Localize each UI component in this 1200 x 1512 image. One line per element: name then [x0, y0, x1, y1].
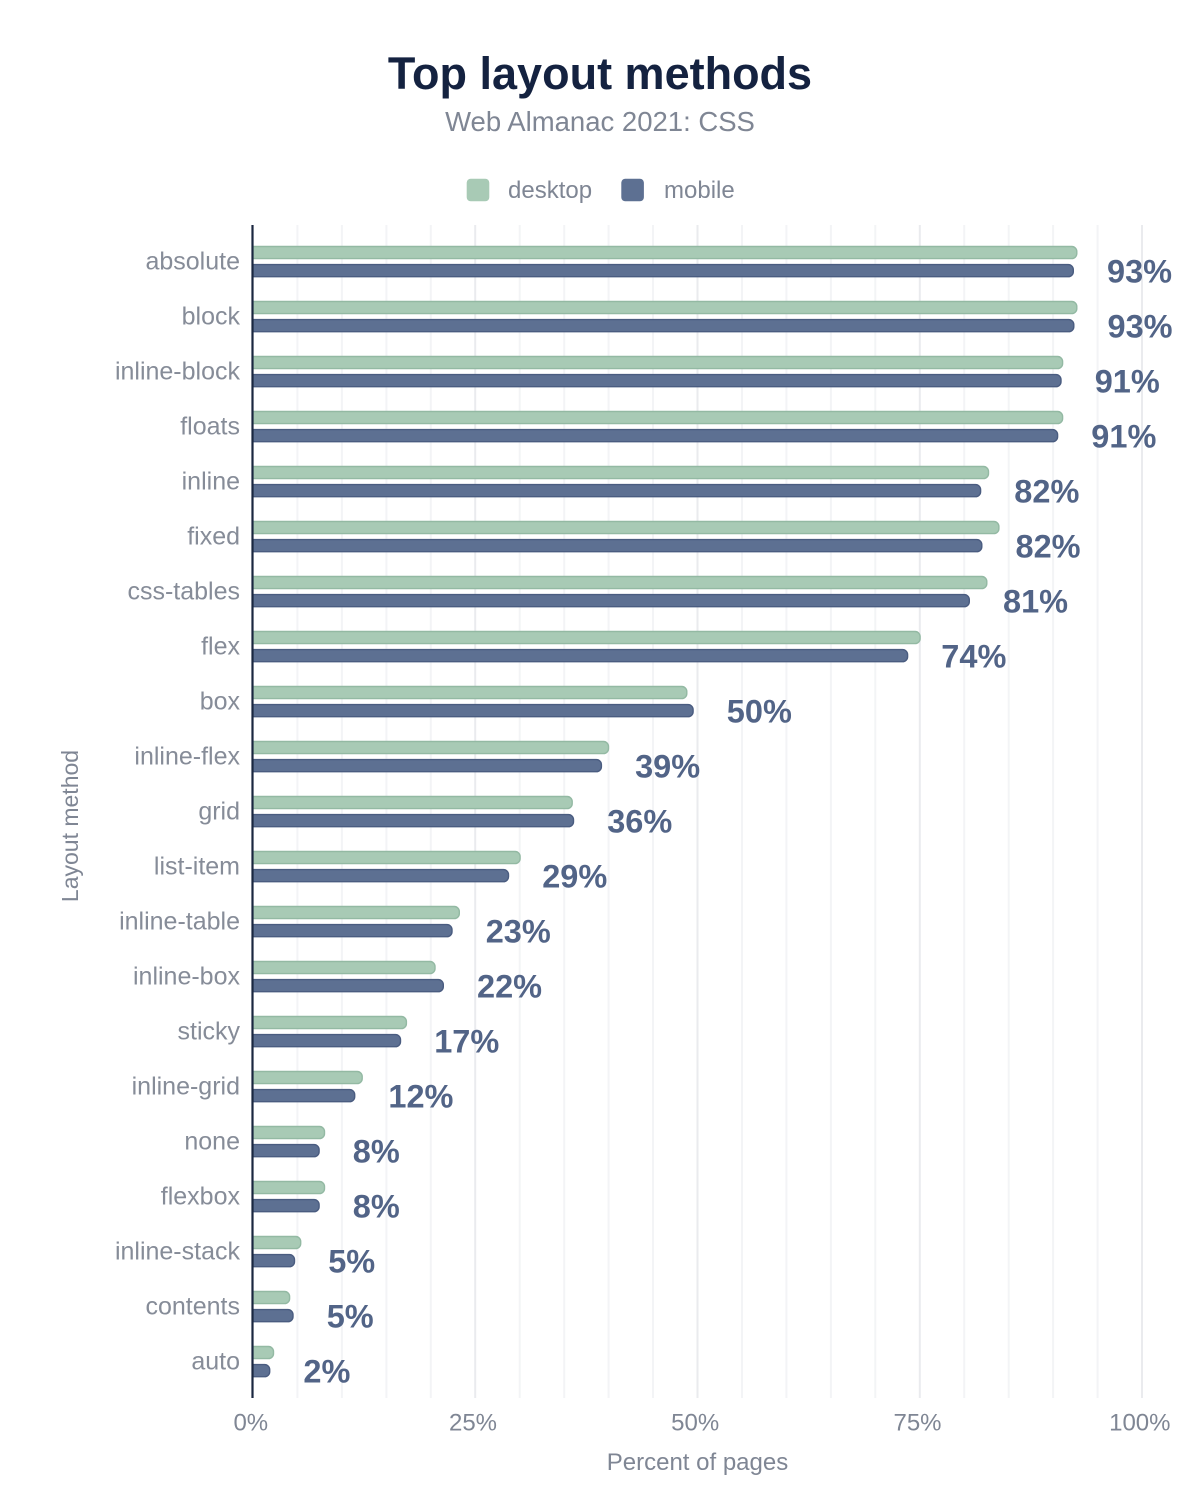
- svg-text:0%: 0%: [233, 1409, 268, 1436]
- svg-text:inline-grid: inline-grid: [132, 1073, 240, 1101]
- svg-text:css-tables: css-tables: [127, 578, 240, 606]
- svg-text:39%: 39%: [635, 748, 700, 784]
- svg-text:box: box: [200, 688, 241, 716]
- svg-text:inline-box: inline-box: [133, 963, 241, 991]
- svg-text:17%: 17%: [434, 1023, 499, 1059]
- svg-text:74%: 74%: [941, 638, 1006, 674]
- svg-text:desktop: desktop: [508, 177, 592, 204]
- svg-text:81%: 81%: [1003, 583, 1068, 619]
- svg-text:22%: 22%: [477, 968, 542, 1004]
- svg-text:mobile: mobile: [664, 177, 735, 204]
- svg-text:82%: 82%: [1016, 528, 1081, 564]
- svg-text:inline-table: inline-table: [119, 908, 240, 936]
- svg-text:floats: floats: [180, 413, 240, 441]
- svg-text:block: block: [182, 303, 241, 331]
- svg-text:2%: 2%: [303, 1353, 350, 1389]
- svg-text:fixed: fixed: [187, 523, 240, 551]
- svg-text:sticky: sticky: [178, 1018, 241, 1046]
- svg-text:inline-stack: inline-stack: [115, 1238, 241, 1266]
- svg-text:12%: 12%: [388, 1078, 453, 1114]
- svg-text:29%: 29%: [542, 858, 607, 894]
- svg-text:grid: grid: [198, 798, 240, 826]
- svg-text:91%: 91%: [1095, 363, 1160, 399]
- svg-text:25%: 25%: [449, 1409, 497, 1436]
- svg-text:8%: 8%: [353, 1188, 400, 1224]
- svg-text:Layout method: Layout method: [57, 750, 83, 902]
- svg-text:inline-block: inline-block: [115, 358, 241, 386]
- svg-text:50%: 50%: [671, 1409, 719, 1436]
- svg-text:50%: 50%: [727, 693, 792, 729]
- svg-text:inline: inline: [182, 468, 240, 496]
- svg-text:82%: 82%: [1014, 473, 1079, 509]
- svg-text:100%: 100%: [1109, 1409, 1170, 1436]
- svg-text:5%: 5%: [327, 1298, 374, 1334]
- svg-text:8%: 8%: [353, 1133, 400, 1169]
- svg-text:Web Almanac 2021: CSS: Web Almanac 2021: CSS: [445, 106, 755, 137]
- svg-text:36%: 36%: [607, 803, 672, 839]
- svg-text:75%: 75%: [893, 1409, 941, 1436]
- svg-text:flex: flex: [201, 633, 240, 661]
- svg-text:91%: 91%: [1091, 418, 1156, 454]
- svg-text:none: none: [184, 1128, 240, 1156]
- svg-text:5%: 5%: [328, 1243, 375, 1279]
- svg-text:23%: 23%: [486, 913, 551, 949]
- svg-text:Top layout methods: Top layout methods: [388, 48, 812, 99]
- svg-text:inline-flex: inline-flex: [134, 743, 240, 771]
- svg-text:flexbox: flexbox: [161, 1183, 241, 1211]
- svg-text:contents: contents: [145, 1293, 240, 1321]
- svg-text:93%: 93%: [1108, 308, 1173, 344]
- svg-text:list-item: list-item: [154, 853, 240, 881]
- svg-text:93%: 93%: [1107, 253, 1172, 289]
- svg-text:absolute: absolute: [145, 248, 240, 276]
- svg-text:Percent of pages: Percent of pages: [607, 1449, 788, 1476]
- svg-text:auto: auto: [191, 1348, 240, 1376]
